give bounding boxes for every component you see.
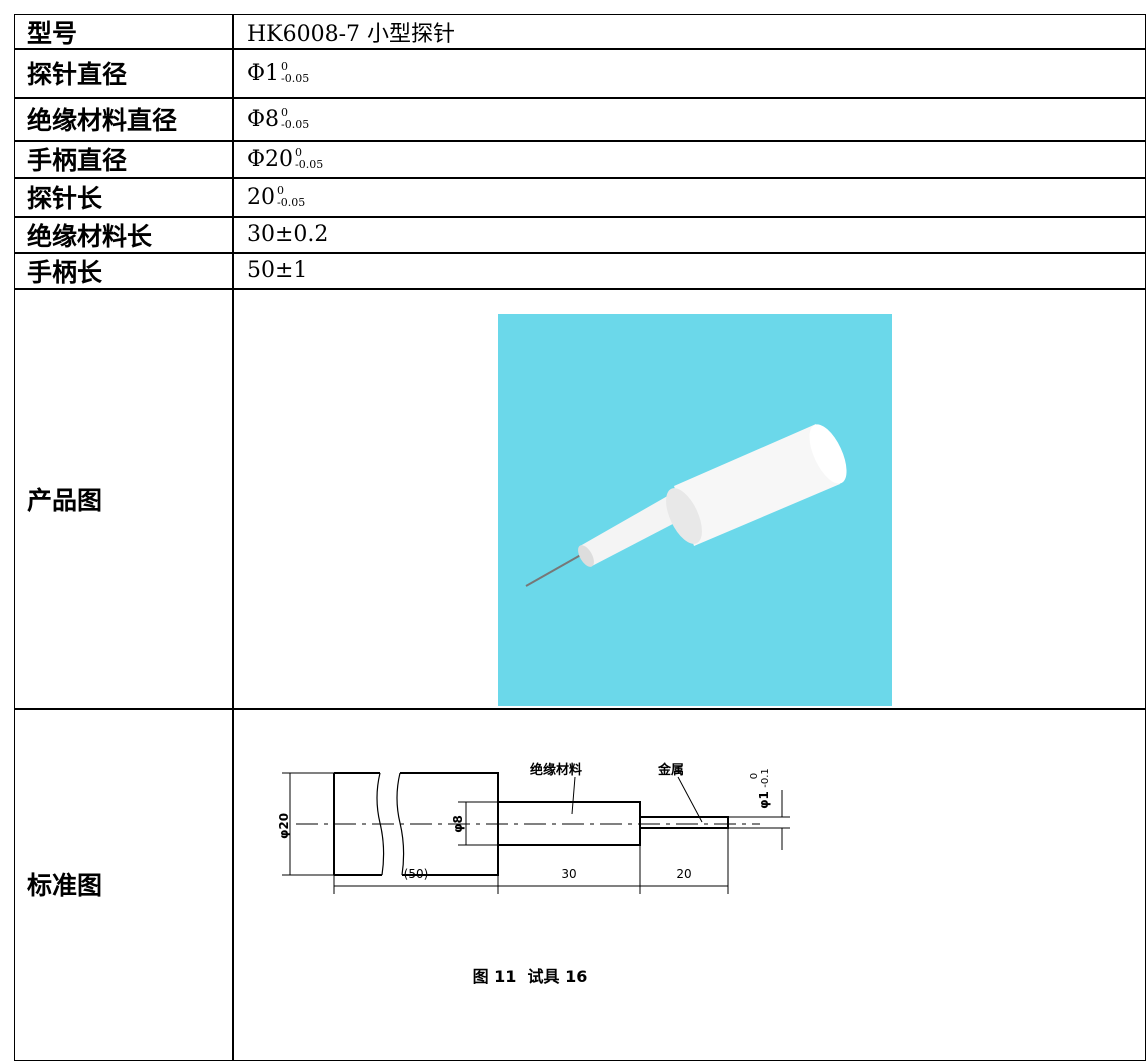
row-label: 产品图 [14,288,234,710]
lower-tolerance: -0.05 [295,158,324,172]
tolerance: 0 -0.05 [277,185,305,209]
dimension: -0.1 [760,768,771,788]
dimension: φ20 [277,813,291,839]
value-text: Φ20 [247,146,294,172]
product-photo [498,314,892,706]
drawing-label: 金属 [657,762,684,778]
upper-tolerance: 0 [277,184,284,198]
upper-tolerance: 0 [281,106,289,120]
lower-tolerance: -0.05 [281,118,310,132]
row-label: 型号 [14,14,234,50]
row-label: 手柄直径 [14,140,234,179]
lower-tolerance: -0.05 [281,72,310,86]
upper-tolerance: 0 [281,60,289,74]
value-text: 30±0.2 [247,222,329,248]
dimension: 20 [676,867,691,881]
dimension: φ1 [757,791,771,809]
value-text: 50±1 [247,258,308,284]
dimension: 30 [561,867,576,881]
row-value: Φ20 0 -0.05 [232,140,1146,179]
value-text: 20 [247,184,275,210]
row-value: Φ8 0 -0.05 [232,97,1146,142]
row-label: 标准图 [14,708,234,1061]
row-label: 绝缘材料直径 [14,97,234,142]
lower-tolerance: -0.05 [277,196,306,210]
tolerance: 0 -0.05 [281,107,309,131]
value-text: Φ1 [247,60,280,86]
dimension: φ8 [451,815,465,833]
value-text: Φ8 [247,106,280,132]
dimension: (50) [404,867,429,881]
row-label: 探针长 [14,177,234,218]
caption: 图 11 试具 16 [473,967,588,986]
row-label: 绝缘材料长 [14,216,234,254]
tolerance: 0 -0.05 [281,61,309,85]
row-label: 手柄长 [14,252,234,290]
dimension: 0 [749,773,760,779]
drawing-label: 绝缘材料 [530,762,582,778]
value-text: HK6008-7 小型探针 [247,21,456,47]
row-label: 探针直径 [14,48,234,99]
upper-tolerance: 0 [295,146,303,160]
tolerance: 0 -0.05 [295,147,323,171]
row-value: 20 0 -0.05 [232,177,1146,218]
row-value: HK6008-7 小型探针 [232,14,1146,50]
